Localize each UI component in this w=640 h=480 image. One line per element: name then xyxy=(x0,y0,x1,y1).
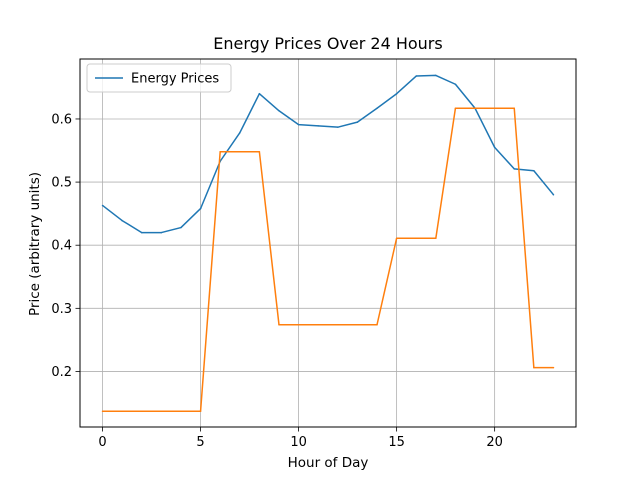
x-tick-label: 20 xyxy=(486,435,503,450)
data-point xyxy=(552,193,555,196)
data-point xyxy=(160,410,163,412)
data-point xyxy=(121,410,123,412)
data-point xyxy=(278,110,280,112)
legend: Energy Prices xyxy=(86,63,232,93)
legend-label: Energy Prices xyxy=(131,72,219,87)
data-point xyxy=(219,151,221,153)
data-point xyxy=(533,169,535,172)
data-point xyxy=(356,323,359,326)
data-point xyxy=(435,74,437,77)
data-point xyxy=(415,75,417,77)
x-tick-label: 5 xyxy=(196,435,204,450)
data-point xyxy=(493,146,496,149)
y-axis-label: Price (arbitrary units) xyxy=(27,172,43,316)
x-tick-label: 15 xyxy=(388,435,405,450)
series-line-0 xyxy=(102,74,555,234)
data-point xyxy=(474,107,476,109)
data-point xyxy=(513,168,515,170)
data-point xyxy=(239,132,241,134)
data-point xyxy=(258,92,261,95)
data-point xyxy=(552,366,555,369)
x-axis-label: Hour of Day xyxy=(288,455,369,471)
data-point xyxy=(121,219,123,222)
series-lines xyxy=(101,74,555,412)
data-point xyxy=(141,410,143,412)
data-point xyxy=(317,125,319,127)
data-point xyxy=(278,323,280,326)
data-point xyxy=(337,323,339,326)
y-tick-label: 0.5 xyxy=(51,176,72,191)
data-point xyxy=(258,151,261,153)
data-point xyxy=(180,226,182,229)
data-point xyxy=(454,83,457,85)
data-point xyxy=(513,107,515,109)
x-tick-label: 10 xyxy=(290,435,307,450)
data-point xyxy=(199,410,202,412)
series-line-1 xyxy=(102,107,554,412)
data-point xyxy=(337,126,339,128)
data-point xyxy=(356,121,359,123)
data-point xyxy=(297,123,300,126)
chart-title: Energy Prices Over 24 Hours xyxy=(213,34,442,53)
data-point xyxy=(141,231,143,234)
data-point xyxy=(395,92,398,95)
data-point xyxy=(101,410,104,412)
y-tick-label: 0.6 xyxy=(51,112,72,127)
x-axis-ticks: 0 5 10 15 20 xyxy=(98,427,503,450)
y-axis-ticks: 0.2 0.3 0.4 0.5 0.6 xyxy=(51,112,80,380)
x-tick-label: 0 xyxy=(98,435,106,450)
y-tick-label: 0.4 xyxy=(51,239,72,254)
data-point xyxy=(180,410,182,412)
data-point xyxy=(395,237,398,240)
y-tick-label: 0.2 xyxy=(51,365,72,380)
data-point xyxy=(199,207,202,210)
data-point xyxy=(297,323,300,326)
data-point xyxy=(435,237,437,240)
data-point xyxy=(454,107,457,109)
plot-frame xyxy=(79,58,577,428)
data-point xyxy=(239,151,241,153)
grid-lines xyxy=(80,59,576,427)
data-point xyxy=(160,231,163,234)
data-point xyxy=(533,366,535,369)
data-point xyxy=(376,323,378,326)
y-tick-label: 0.3 xyxy=(51,302,72,317)
data-point xyxy=(376,107,378,109)
data-point xyxy=(415,237,417,240)
data-point xyxy=(101,204,104,207)
data-point xyxy=(317,323,319,326)
legend-box xyxy=(86,63,232,93)
data-point xyxy=(493,107,496,109)
